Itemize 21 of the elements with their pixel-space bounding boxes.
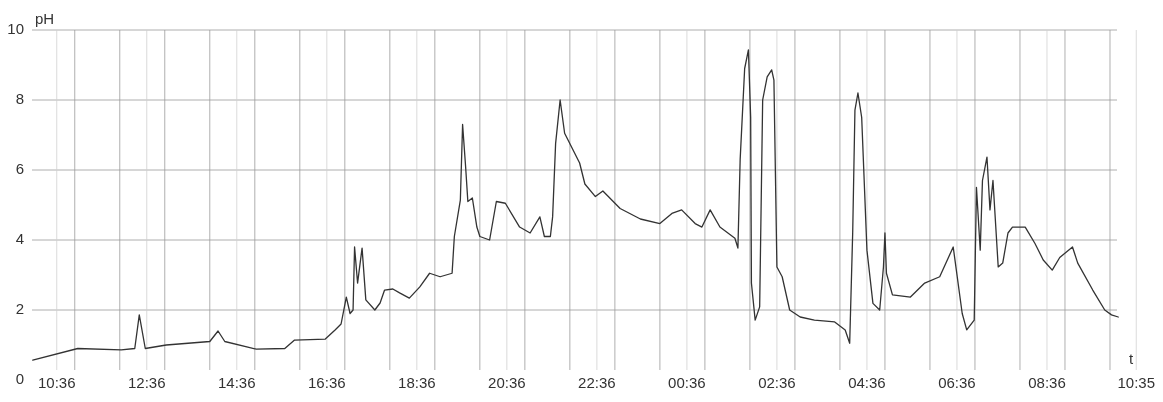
- y-tick-label: 4: [15, 229, 24, 247]
- y-tick-label: 2: [15, 299, 24, 317]
- y-tick-label: 6: [15, 159, 24, 177]
- x-tick-label: 02:36: [758, 373, 796, 391]
- x-tick-label: 00:36: [668, 373, 706, 391]
- y-tick-label: 10: [7, 19, 24, 37]
- x-tick-label: 16:36: [308, 373, 346, 391]
- y-axis-title: pH: [35, 10, 55, 27]
- x-tick-label: 18:36: [398, 373, 436, 391]
- x-tick-label: 06:36: [938, 373, 976, 391]
- x-axis-title: t: [1128, 350, 1134, 367]
- y-tick-label: 0: [15, 369, 24, 387]
- x-tick-label: 10:36: [37, 373, 76, 391]
- x-tick-label: 10:35: [1117, 373, 1156, 391]
- x-tick-label: 08:36: [1028, 373, 1066, 391]
- x-tick-label: 04:36: [848, 373, 886, 391]
- x-tick-label: 14:36: [218, 373, 256, 391]
- x-tick-label: 12:36: [128, 373, 166, 391]
- y-tick-label: 8: [15, 89, 24, 107]
- x-tick-label: 20:36: [488, 373, 526, 391]
- x-tick-label: 22:36: [578, 373, 616, 391]
